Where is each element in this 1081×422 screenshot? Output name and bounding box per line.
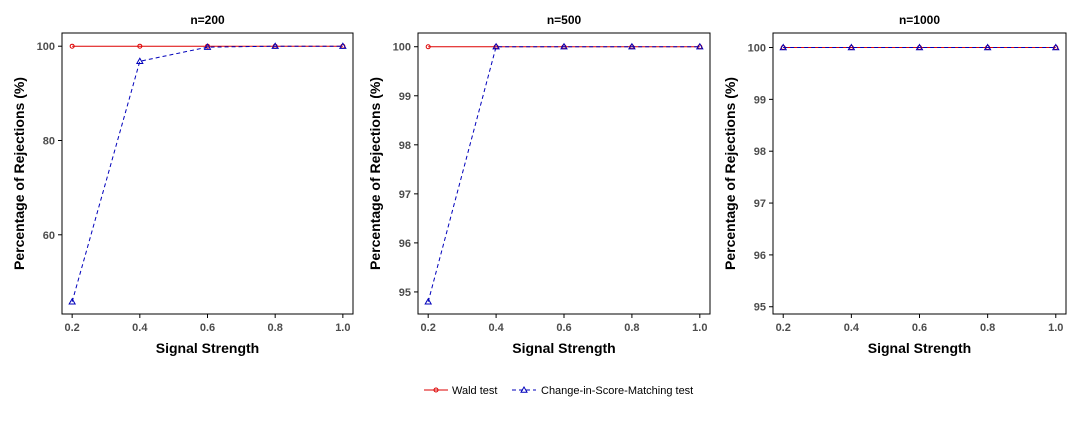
x-tick-label: 1.0 <box>335 322 350 334</box>
x-tick-label: 0.8 <box>980 322 995 334</box>
csm-point <box>560 42 568 50</box>
panel-title: n=1000 <box>899 13 940 27</box>
x-tick-label: 0.4 <box>844 322 860 334</box>
x-tick-label: 0.6 <box>912 322 927 334</box>
x-tick-label: 0.8 <box>268 322 283 334</box>
panel-title: n=200 <box>190 13 225 27</box>
series-line-csm <box>427 46 700 302</box>
csm-point <box>424 297 433 305</box>
csm-point <box>338 42 347 49</box>
y-tick-label: 98 <box>754 146 766 158</box>
x-tick-label: 0.8 <box>624 322 639 334</box>
y-tick-label: 99 <box>754 94 766 106</box>
y-tick-label: 100 <box>393 42 411 54</box>
y-axis-title: Percentage of Rejections (%) <box>367 77 383 270</box>
csm-point <box>983 43 992 51</box>
panel-frame <box>61 32 354 315</box>
y-tick-label: 60 <box>43 230 55 242</box>
panel-frame <box>772 32 1067 315</box>
y-tick-label: 100 <box>748 43 766 55</box>
csm-point <box>68 297 77 305</box>
x-axis-title: Signal Strength <box>868 340 971 356</box>
x-tick-label: 1.0 <box>1048 322 1063 334</box>
x-tick-label: 0.2 <box>776 322 791 334</box>
x-axis-title: Signal Strength <box>512 340 615 356</box>
csm-point <box>695 42 704 50</box>
wald-point <box>69 43 75 49</box>
x-tick-label: 0.6 <box>200 322 215 334</box>
csm-point <box>779 43 788 51</box>
legend-csm-marker <box>520 385 528 393</box>
y-tick-label: 97 <box>754 198 766 210</box>
x-tick-label: 0.4 <box>488 322 504 334</box>
wald-point <box>425 44 431 50</box>
x-tick-label: 0.2 <box>65 322 80 334</box>
y-tick-label: 97 <box>399 189 411 201</box>
legend-csm-label: Change-in-Score-Matching test <box>541 385 693 397</box>
csm-point <box>135 57 144 64</box>
legend: Wald test Change-in-Score-Matching test <box>424 385 693 397</box>
y-tick-label: 99 <box>399 91 411 103</box>
series-line-csm <box>71 45 343 302</box>
x-tick-label: 1.0 <box>692 322 707 334</box>
legend-wald-label: Wald test <box>452 385 497 397</box>
y-tick-label: 95 <box>399 287 411 299</box>
csm-point <box>628 42 636 50</box>
y-tick-label: 96 <box>399 238 411 250</box>
x-tick-label: 0.2 <box>421 322 436 334</box>
y-tick-label: 100 <box>37 41 55 53</box>
x-tick-label: 0.4 <box>132 322 148 334</box>
panel-frame <box>417 32 711 315</box>
csm-point <box>492 42 500 50</box>
panel-2: n=500 0.2 0.4 0.6 0.8 1.0 95 96 97 98 99 100 Signal … <box>367 13 711 356</box>
y-axis-title: Percentage of Rejections (%) <box>722 77 738 270</box>
panel-3: n=1000 0.2 0.4 0.6 0.8 1.0 95 96 97 98 99 100 Signal… <box>722 13 1067 356</box>
y-tick-label: 80 <box>43 135 55 147</box>
legend-wald-marker <box>433 387 439 393</box>
x-axis-title: Signal Strength <box>156 340 259 356</box>
y-tick-label: 95 <box>754 302 766 314</box>
x-tick-label: 0.6 <box>556 322 571 334</box>
csm-point <box>1051 43 1060 51</box>
csm-point <box>915 43 924 51</box>
panel-1: n=200 0.2 0.4 0.6 0.8 1.0 60 80 100 Signal Streng… <box>11 13 354 356</box>
csm-point <box>847 43 856 51</box>
wald-point <box>137 43 143 49</box>
y-tick-label: 96 <box>754 250 766 262</box>
y-axis-title: Percentage of Rejections (%) <box>11 77 27 270</box>
panel-title: n=500 <box>547 13 582 27</box>
csm-point <box>203 43 212 50</box>
y-tick-label: 98 <box>399 140 411 152</box>
csm-point <box>271 42 280 49</box>
